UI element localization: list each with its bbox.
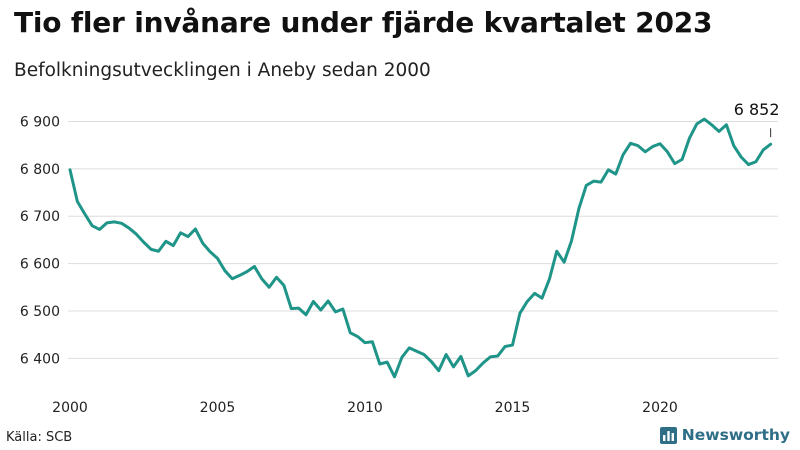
grid-lines: [68, 120, 778, 359]
y-tick-label: 6 600: [20, 257, 60, 273]
y-tick-label: 6 800: [20, 162, 60, 178]
chart-subtitle: Befolkningsutvecklingen i Aneby sedan 20…: [14, 60, 431, 81]
annotation-label: 6 852: [734, 100, 780, 119]
y-tick-label: 6 400: [20, 351, 60, 367]
x-tick-label: 2020: [642, 400, 678, 416]
y-tick-label: 6 900: [20, 114, 60, 130]
x-tick-label: 2015: [495, 400, 531, 416]
y-tick-label: 6 500: [20, 304, 60, 320]
y-axis-tick-labels: 6 400 6 500 6 600 6 700 6 800 6 900: [20, 114, 60, 367]
x-tick-label: 2005: [200, 400, 236, 416]
x-tick-label: 2010: [347, 400, 383, 416]
population-series-line: [68, 117, 773, 379]
x-tick-label: 2000: [52, 400, 88, 416]
bar-chart-logo-icon: [659, 426, 677, 444]
x-axis-tick-labels: 2000 2005 2010 2015 2020: [52, 400, 678, 416]
source-note: Källa: SCB: [6, 430, 73, 445]
y-tick-label: 6 700: [20, 209, 60, 225]
chart-title: Tio fler invånare under fjärde kvartalet…: [14, 6, 713, 39]
brand-logo: Newsworthy: [659, 426, 790, 444]
brand-name: Newsworthy: [681, 426, 790, 444]
